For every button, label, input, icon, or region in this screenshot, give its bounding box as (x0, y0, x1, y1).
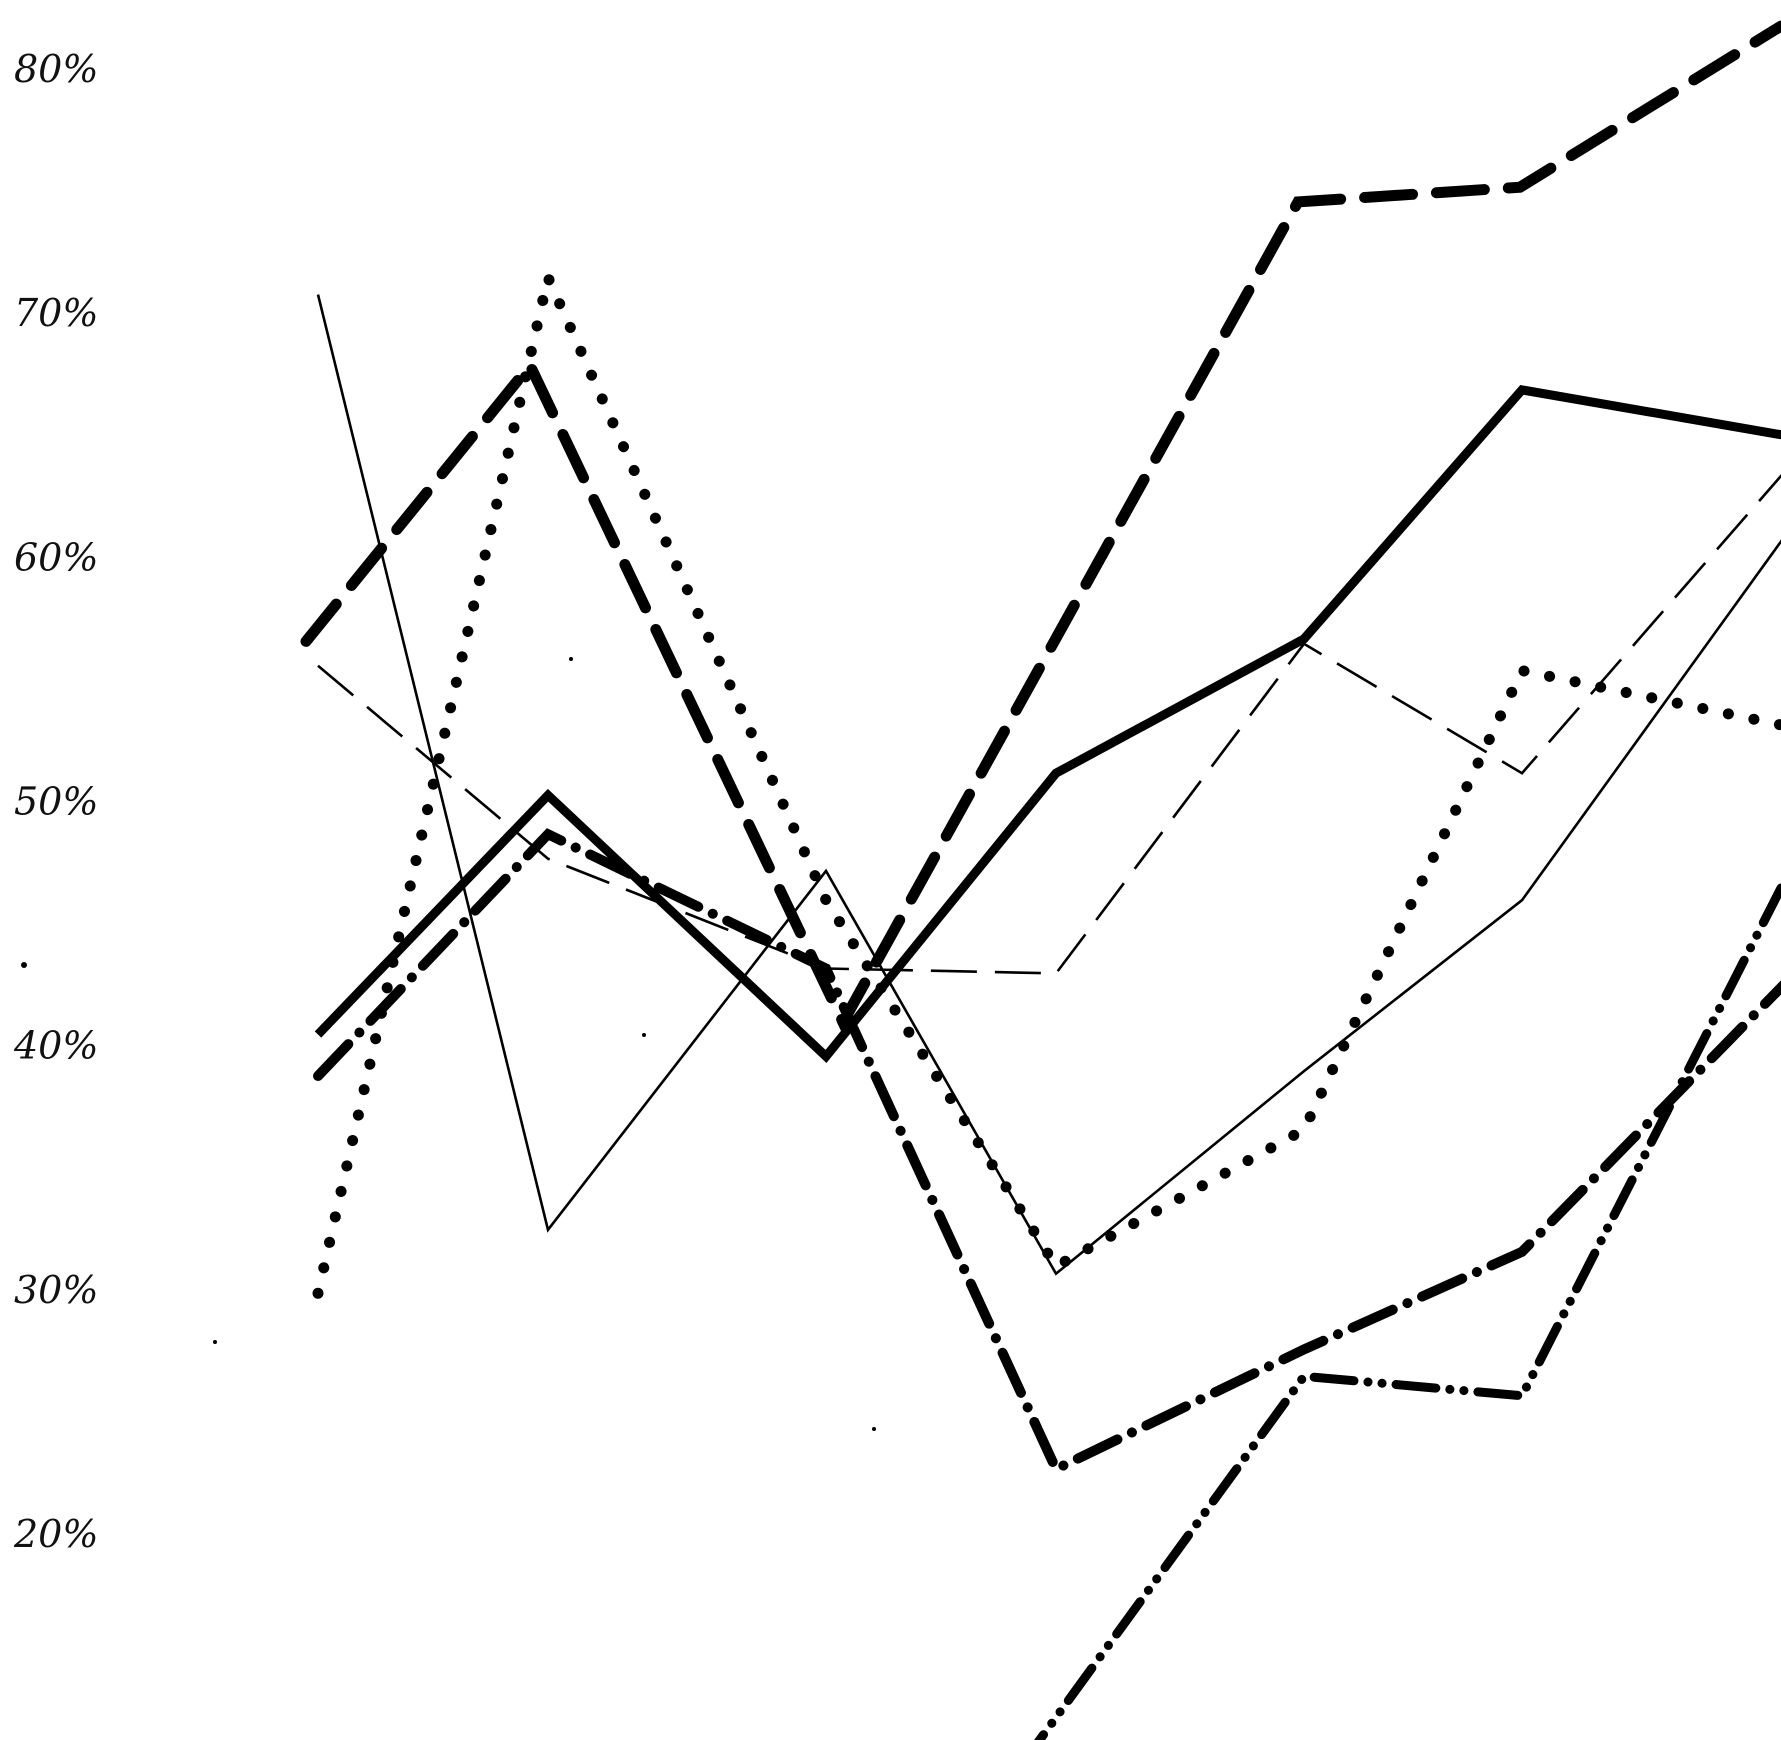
series-line-dash-dot (313, 828, 1781, 1476)
series-line-thick-solid (314, 385, 1781, 1063)
speck (569, 657, 573, 661)
y-tick-label: 80% (14, 47, 98, 91)
y-tick-label: 20% (13, 1512, 98, 1556)
paper-specks (21, 657, 876, 1431)
series-line-thin-solid (316, 294, 1781, 1276)
series-line-thin-dashed (317, 473, 1781, 975)
y-tick-label: 40% (13, 1024, 98, 1068)
y-tick-label: 60% (14, 535, 98, 579)
y-tick-label: 70% (14, 291, 98, 335)
y-tick-label: 30% (14, 1268, 98, 1312)
speck (213, 1340, 217, 1344)
series-line-dotted (312, 260, 1781, 1299)
speck (642, 1033, 646, 1037)
speck (872, 1427, 876, 1431)
y-axis-tick-labels: 80% 70% 60% 50% 40% 30% 20% (13, 47, 98, 1556)
y-tick-label: 50% (14, 780, 98, 824)
series-lines (300, 20, 1781, 1740)
series-line-dash-dot-dot (1034, 883, 1781, 1740)
series-line-heavy-long-dash (300, 20, 1781, 1035)
speck (21, 962, 27, 968)
